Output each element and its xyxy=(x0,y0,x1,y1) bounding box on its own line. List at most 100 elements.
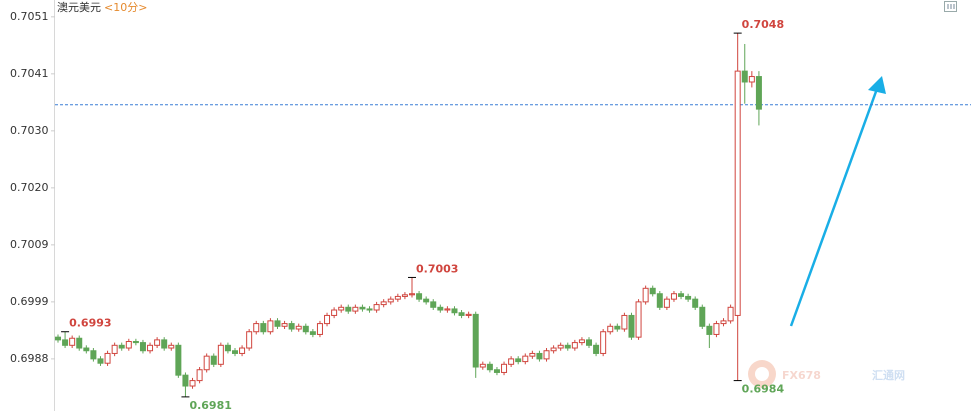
chart-subtitle: <10分> xyxy=(104,1,147,14)
candle-body xyxy=(656,293,663,308)
watermark: FX678 汇通网 xyxy=(748,360,905,388)
candle-body xyxy=(161,339,168,349)
candle-body xyxy=(366,308,373,311)
candle-body xyxy=(663,298,670,308)
candle-body xyxy=(515,358,522,363)
candle-body xyxy=(501,363,508,373)
candle-body xyxy=(295,325,302,330)
candle-body xyxy=(76,337,83,349)
candle-body xyxy=(465,313,472,316)
candle-body xyxy=(352,306,359,312)
arrow-shaft xyxy=(789,85,880,327)
candle-body xyxy=(239,347,246,354)
y-tick-label: 0.7020 xyxy=(10,181,49,194)
candle-body xyxy=(685,295,692,300)
candle-body xyxy=(444,308,451,311)
candle-body xyxy=(529,352,536,357)
candle-body xyxy=(678,293,685,297)
corner-icon[interactable] xyxy=(944,1,957,12)
candle-body xyxy=(253,323,260,333)
candle-body xyxy=(508,358,515,365)
candle-body xyxy=(692,298,699,308)
candle-body xyxy=(748,76,755,83)
candle-body xyxy=(536,352,543,360)
candle-body xyxy=(139,342,146,352)
candle-body xyxy=(564,344,571,349)
candle-body xyxy=(600,331,607,354)
candle-body xyxy=(486,363,493,371)
candle-body xyxy=(635,301,642,338)
candle-body xyxy=(479,363,486,368)
candle-body xyxy=(607,325,614,333)
candle-body xyxy=(621,314,628,330)
candle-body xyxy=(210,355,217,365)
candle-body xyxy=(302,325,309,333)
candle-body xyxy=(543,350,550,360)
arrow-head xyxy=(868,76,886,94)
candle-body xyxy=(309,331,316,335)
high-label: 0.6993 xyxy=(69,317,111,330)
candle-body xyxy=(111,344,118,354)
candle-body xyxy=(182,374,189,387)
candle-body xyxy=(154,339,161,346)
chart-title: 澳元美元 xyxy=(57,1,101,14)
candle-body xyxy=(670,293,677,300)
candle-body xyxy=(104,352,111,364)
y-tick-label: 0.7041 xyxy=(10,67,49,80)
candle-body xyxy=(755,76,762,110)
y-tick-label: 0.6999 xyxy=(10,295,49,308)
candle-body xyxy=(550,347,557,352)
candle-body xyxy=(83,347,90,352)
candle-body xyxy=(246,331,253,349)
candle-body xyxy=(168,344,175,349)
candle-body xyxy=(316,323,323,335)
candle-body xyxy=(196,369,203,382)
candle-body xyxy=(394,295,401,300)
candle-body xyxy=(557,344,564,349)
watermark-text: FX678 xyxy=(782,369,821,382)
candle-body xyxy=(175,344,182,376)
candle-body xyxy=(90,350,97,360)
candle-body xyxy=(706,325,713,335)
candle-body xyxy=(451,308,458,314)
arrow xyxy=(789,76,886,327)
candle-body xyxy=(331,309,338,316)
candle-body xyxy=(359,306,366,310)
y-tick-label: 0.7009 xyxy=(10,238,49,251)
candle-body xyxy=(713,323,720,335)
candle-body xyxy=(267,320,274,333)
candle-body xyxy=(217,344,224,365)
candle-body xyxy=(401,294,408,297)
high-label: 0.7048 xyxy=(742,18,784,31)
candle-body xyxy=(189,380,196,387)
candle-body xyxy=(203,355,210,371)
low-label: 0.6981 xyxy=(189,399,231,411)
candle-body xyxy=(274,320,281,327)
low-label: 0.6984 xyxy=(742,383,785,396)
candle-body xyxy=(628,314,635,338)
candle-body xyxy=(416,293,423,300)
candle-body xyxy=(727,306,734,322)
candle-body xyxy=(586,339,592,346)
y-tick-label: 0.6988 xyxy=(10,352,49,365)
candle-body xyxy=(593,344,600,354)
candle-body xyxy=(720,320,727,325)
candle-body xyxy=(147,344,154,352)
candle-body xyxy=(614,325,621,330)
candle-body xyxy=(642,287,649,303)
candle-body xyxy=(260,323,267,333)
high-label: 0.7003 xyxy=(416,262,458,275)
watermark-logo xyxy=(755,367,769,381)
candle-body xyxy=(409,293,415,296)
candle-body xyxy=(699,306,706,327)
y-tick-label: 0.7051 xyxy=(10,10,49,23)
y-tick-label: 0.7030 xyxy=(10,124,49,137)
candle-body xyxy=(493,369,500,373)
candle-body xyxy=(345,306,352,312)
candle-body xyxy=(458,312,465,316)
candle-body xyxy=(224,344,231,352)
candle-body xyxy=(62,339,69,346)
candle-body xyxy=(97,358,104,364)
candle-body xyxy=(571,342,578,349)
